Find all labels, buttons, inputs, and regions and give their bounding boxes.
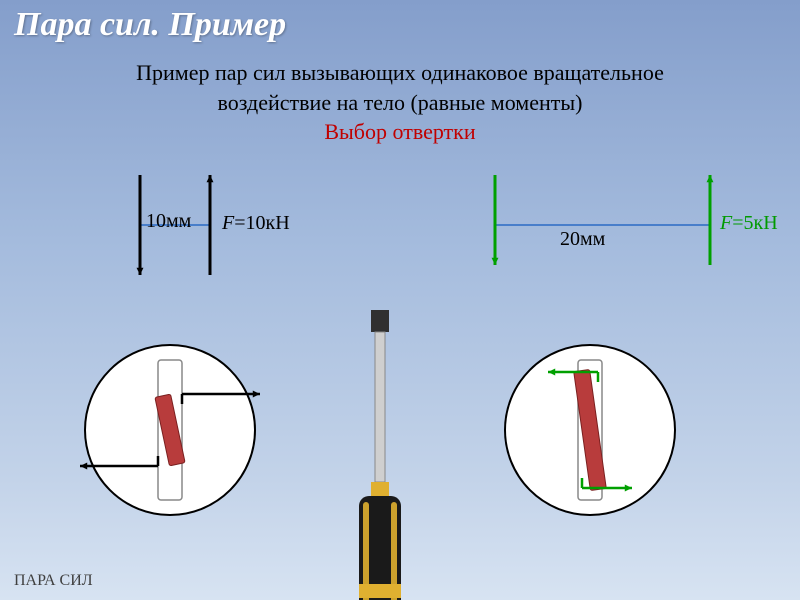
right-force-var: F — [720, 212, 732, 234]
left-force-label: F=10кН — [222, 212, 290, 235]
left-force-val: =10кН — [234, 212, 289, 234]
footer-label: ПАРА СИЛ — [14, 572, 93, 590]
diagram-svg — [0, 0, 800, 600]
left-distance-label: 10мм — [146, 210, 191, 233]
right-force-label: F=5кН — [720, 212, 778, 235]
right-force-val: =5кН — [732, 212, 777, 234]
slide: Пара сил. Пример Пример пар сил вызывающ… — [0, 0, 800, 600]
left-force-var: F — [222, 212, 234, 234]
right-distance-label: 20мм — [560, 228, 605, 251]
